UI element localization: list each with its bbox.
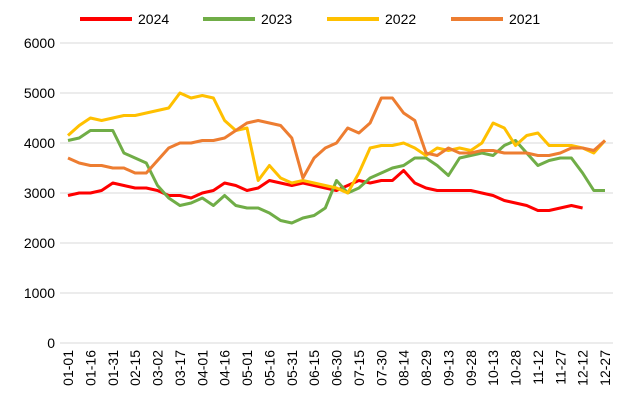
line-series [67,91,607,195]
x-tick-label: 12-12 [575,350,591,386]
x-tick-label: 09-13 [440,350,456,386]
legend-label: 2023 [261,11,292,27]
y-tick-label: 6000 [24,35,55,51]
x-tick-label: 03-02 [150,350,166,386]
legend-label: 2024 [138,11,169,27]
x-tick-label: 05-01 [239,350,255,386]
x-tick-label: 07-30 [373,350,389,386]
x-tick-label: 03-17 [172,350,188,386]
legend-label: 2022 [385,11,416,27]
x-tick-label: 08-29 [418,350,434,386]
x-tick-label: 10-13 [485,350,501,386]
line-series [67,129,605,225]
line-series [67,96,606,180]
x-tick-label: 11-12 [530,350,546,385]
x-tick-label: 06-15 [306,350,322,386]
x-tick-label: 09-28 [463,350,479,386]
x-tick-label: 07-15 [351,350,367,386]
x-tick-label: 01-16 [82,350,98,386]
line-series [67,169,583,212]
x-tick-label: 11-27 [552,350,568,385]
x-tick-label: 05-31 [284,350,300,386]
x-tick-label: 01-31 [105,350,121,386]
y-tick-label: 3000 [24,185,55,201]
x-tick-label: 02-15 [127,350,143,386]
legend-label: 2021 [509,11,540,27]
y-tick-label: 0 [47,335,55,351]
y-tick-label: 5000 [24,85,55,101]
x-tick-label: 12-27 [597,350,613,386]
y-tick-label: 4000 [24,135,55,151]
y-tick-label: 2000 [24,235,55,251]
x-tick-label: 04-01 [194,350,210,386]
x-tick-label: 01-01 [60,350,76,386]
y-tick-label: 1000 [24,285,55,301]
x-tick-label: 06-30 [329,350,345,386]
x-tick-label: 08-14 [396,350,412,386]
x-tick-label: 10-28 [508,350,524,386]
x-tick-label: 04-16 [217,350,233,386]
x-tick-label: 05-16 [261,350,277,386]
